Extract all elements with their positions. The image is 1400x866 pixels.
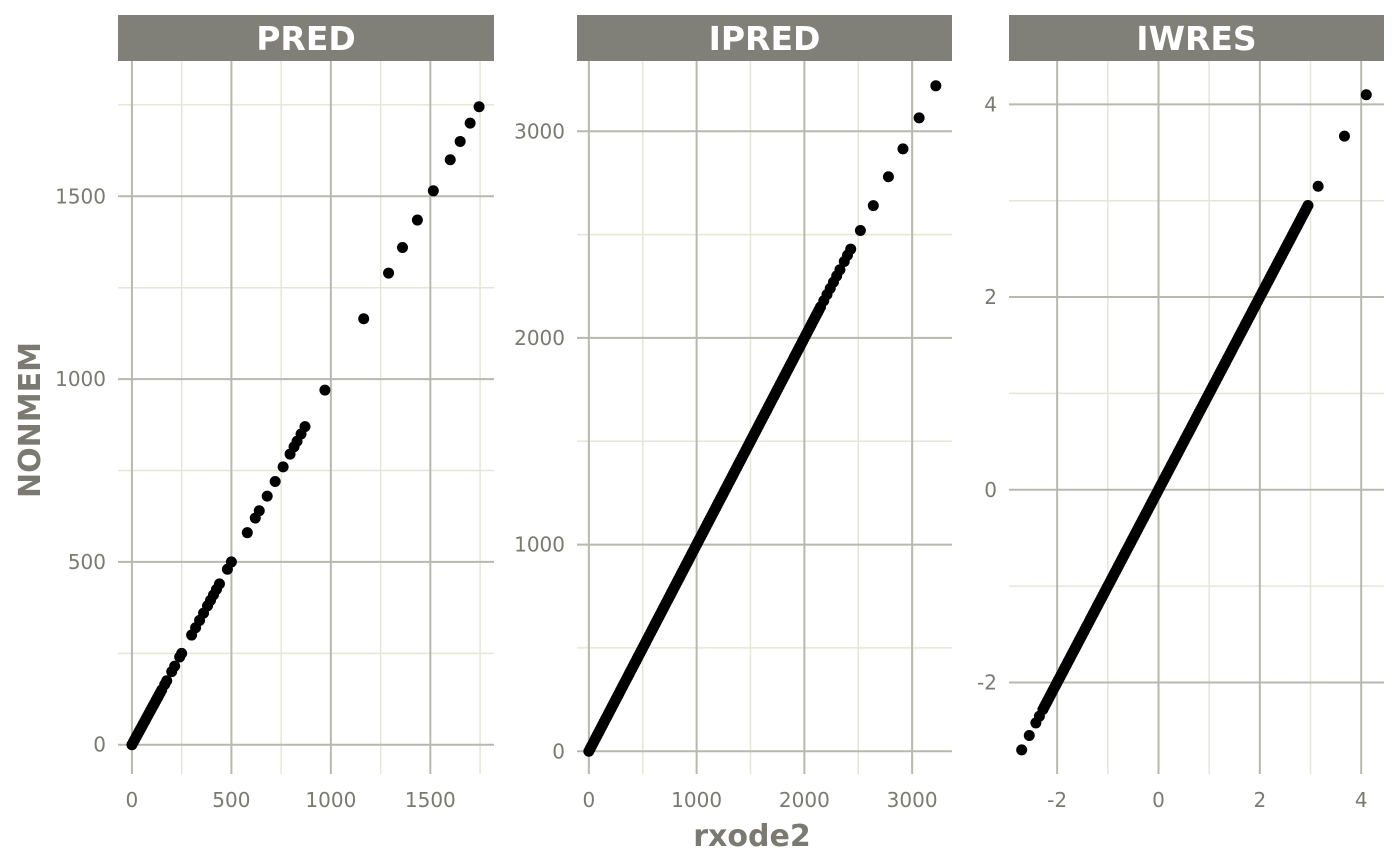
data-point (1037, 703, 1049, 715)
facet-strip (118, 15, 494, 61)
x-tick-label: 0 (1152, 788, 1165, 812)
data-point (444, 154, 456, 166)
data-point (897, 143, 909, 155)
data-point (221, 563, 233, 575)
data-point (1302, 200, 1314, 212)
x-tick-label: 0 (126, 788, 139, 812)
data-point (249, 512, 261, 524)
y-tick-label: 1000 (55, 367, 106, 391)
y-axis-title: NONMEM (13, 342, 48, 498)
facet-strip (577, 15, 952, 61)
y-tick-label: 4 (984, 92, 997, 116)
data-point (427, 185, 439, 197)
data-point (159, 678, 171, 690)
x-tick-label: -2 (1047, 788, 1067, 812)
y-tick-label: 500 (68, 550, 106, 574)
facet-strip-label: IWRES (1136, 19, 1256, 58)
data-point (854, 224, 866, 236)
data-point (411, 214, 423, 226)
y-tick-label: 2 (984, 285, 997, 309)
y-tick-label: 0 (93, 733, 106, 757)
x-tick-label: 4 (1355, 788, 1368, 812)
data-point (454, 135, 466, 147)
data-point (166, 666, 178, 678)
data-point (241, 527, 253, 539)
y-tick-label: 0 (552, 739, 565, 763)
facet-strip-label: IPRED (709, 19, 821, 58)
y-tick-label: -2 (977, 670, 997, 694)
data-point (867, 200, 879, 212)
y-tick-label: 2000 (514, 326, 565, 350)
x-tick-label: 0 (582, 788, 595, 812)
data-point (930, 80, 942, 92)
data-point (1338, 130, 1350, 142)
data-point (174, 651, 186, 663)
x-tick-label: 1000 (305, 788, 356, 812)
data-point (882, 171, 894, 183)
data-point (358, 313, 370, 325)
data-point (818, 295, 830, 307)
y-tick-label: 0 (984, 478, 997, 502)
data-point (838, 255, 850, 267)
data-point (319, 384, 331, 396)
y-tick-label: 1000 (514, 533, 565, 557)
data-point (1023, 729, 1035, 741)
facet-strip (1009, 15, 1384, 61)
y-tick-label: 1500 (55, 184, 106, 208)
data-point (913, 112, 925, 124)
x-tick-label: 2 (1253, 788, 1266, 812)
data-point (1016, 744, 1028, 756)
data-point (1360, 89, 1372, 101)
data-point (186, 629, 198, 641)
data-point (473, 101, 485, 113)
facet-strip-label: PRED (256, 19, 356, 58)
x-tick-label: 1500 (405, 788, 456, 812)
data-point (383, 267, 395, 279)
data-point (261, 490, 273, 502)
x-tick-label: 3000 (887, 788, 938, 812)
x-tick-label: 2000 (779, 788, 830, 812)
facet-panel-ipred: IPRED 0 1000 2000 3000 0 1000 2000 3000 (514, 15, 952, 812)
facet-panel-iwres: IWRES -2 0 2 4 -2 0 2 4 (977, 15, 1384, 812)
data-point (1312, 180, 1324, 192)
x-tick-label: 500 (212, 788, 250, 812)
facet-panel-pred: PRED 0 500 1000 1500 0 500 1000 1500 (55, 15, 494, 812)
data-point (269, 475, 281, 487)
data-point (277, 461, 289, 473)
x-tick-label: 1000 (671, 788, 722, 812)
data-point (464, 117, 476, 129)
data-point (284, 448, 296, 460)
x-axis-title: rxode2 (693, 819, 810, 854)
y-tick-label: 3000 (514, 119, 565, 143)
data-point (396, 241, 408, 253)
